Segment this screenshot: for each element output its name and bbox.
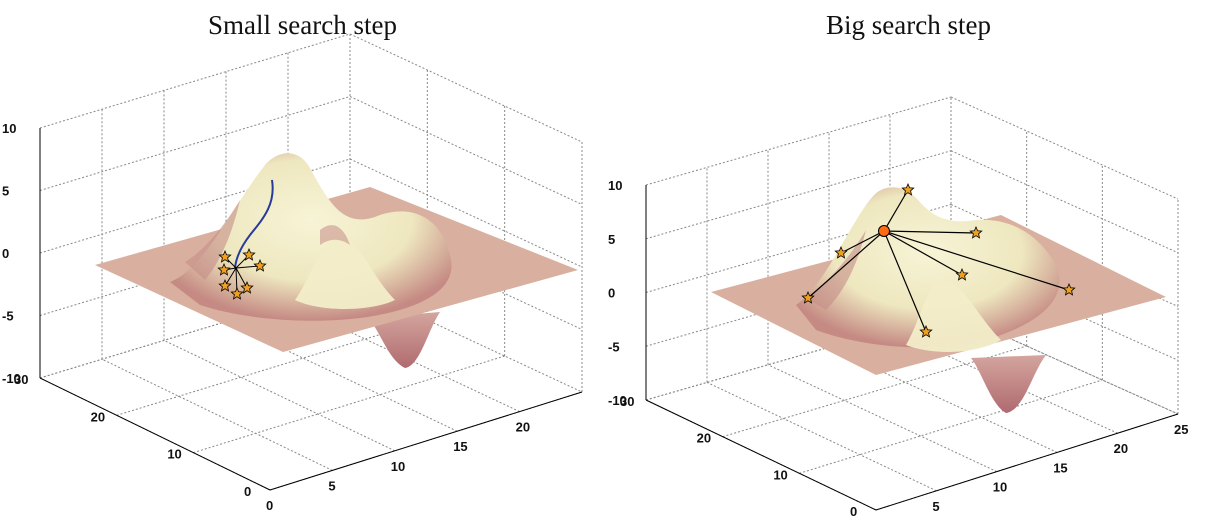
left-x-tick-label: 10: [391, 459, 405, 474]
left-x-tick-label: 20: [516, 420, 530, 435]
right-neighbor-star: [969, 225, 983, 239]
left-neighbor-star: [253, 258, 267, 272]
right-neighbor-link: [840, 230, 885, 254]
left-x-tick-label: 15: [453, 439, 467, 454]
right-x-tick-label: 25: [1174, 422, 1188, 437]
left-z-tick-label: 10: [2, 121, 16, 136]
left-surface-plot: 0 5 10 15 20 0 10 20 30 10 5 0 -5 -10: [2, 33, 583, 513]
right-neighbor-link: [883, 230, 963, 276]
right-surface-hill: [906, 279, 1001, 352]
right-x-tick-label: 20: [1114, 441, 1128, 456]
right-y-axis: [645, 399, 877, 511]
left-z-tick-label: -10: [2, 371, 21, 386]
left-chart-title: Small search step: [208, 10, 397, 40]
right-neighbor-star: [801, 290, 815, 304]
left-chart-panel: Small search step: [0, 0, 605, 518]
left-z-tick-label: 0: [2, 246, 9, 261]
left-grid-y-line: [193, 355, 505, 454]
right-neighbor-link: [883, 230, 1070, 291]
right-neighbor-link: [883, 230, 977, 234]
right-neighbor-star: [919, 324, 933, 338]
left-surface-peak: [170, 153, 452, 321]
left-neighbor-star: [218, 278, 232, 292]
left-neighbor-link: [235, 267, 248, 289]
left-y-tick-label: 10: [167, 447, 181, 462]
left-surface-shade-2: [320, 225, 350, 245]
left-grid-z-line: [349, 221, 583, 330]
left-x-axis: [269, 391, 583, 491]
right-center-point: [878, 225, 890, 237]
left-x-tick-label: 5: [328, 478, 335, 493]
right-z-tick-label: -5: [608, 339, 620, 354]
left-surface-shade: [185, 200, 240, 280]
right-z-tick-label: -10: [608, 393, 627, 408]
left-y-axis: [39, 377, 271, 491]
left-y-tick-label: 30: [14, 372, 28, 387]
left-grid-z-line: [349, 158, 583, 268]
right-neighbor-link: [883, 189, 909, 232]
left-grid-z-line: [39, 96, 351, 191]
right-surface-plot: 051015202501020301050-5-10: [608, 96, 1188, 518]
left-grid-x-line: [163, 339, 396, 452]
right-grid-y-line: [799, 379, 1103, 474]
right-grid-x-line: [706, 381, 937, 492]
right-z-tick-label: 5: [608, 232, 615, 247]
right-neighbor-star: [901, 182, 915, 196]
right-y-tick-label: 10: [773, 467, 787, 482]
left-grid-z-line: [349, 283, 583, 393]
left-neighbor-link: [224, 267, 237, 287]
right-x-axis: [875, 413, 1179, 511]
right-neighbor-star: [955, 267, 969, 281]
right-chart-title: Big search step: [826, 10, 991, 40]
left-grid-x-line: [101, 358, 333, 471]
right-grid-x-line: [767, 364, 998, 473]
left-surface: [95, 153, 578, 368]
left-z-tick-label: 5: [2, 184, 9, 199]
right-grid-z-line: [645, 96, 952, 186]
left-grid-z-line: [39, 33, 351, 129]
left-neighbor-link: [235, 265, 261, 269]
right-tick-labels: 051015202501020301050-5-10: [608, 178, 1188, 518]
right-neighbors: [801, 182, 1076, 338]
right-neighbor-star: [834, 245, 848, 259]
right-z-tick-label: 10: [608, 178, 622, 193]
left-tick-labels: 0 5 10 15 20 0 10 20 30 10 5 0 -5 -10: [2, 121, 530, 513]
right-grid-z-line: [950, 150, 1179, 254]
right-y-tick-label: 20: [697, 431, 711, 446]
left-neighbor-star: [217, 262, 231, 276]
left-neighbor-star: [240, 280, 254, 294]
left-surface-pit: [368, 312, 440, 368]
left-grid-z-line: [349, 96, 583, 205]
right-surface-shade: [806, 230, 866, 310]
right-surface: [711, 187, 1166, 413]
left-search-path-line: [234, 179, 274, 269]
right-neighbor-star: [1062, 282, 1076, 296]
left-z-tick-label: -5: [2, 309, 14, 324]
left-grid-z-line: [349, 33, 583, 143]
left-neighbor-star: [218, 249, 232, 263]
left-y-tick-label: 20: [91, 409, 105, 424]
right-y-tick-label: 30: [620, 394, 634, 409]
right-surface-pit: [971, 355, 1046, 413]
right-neighbor-link: [883, 230, 927, 333]
right-surface-peak: [796, 187, 1060, 348]
right-neighbor-link: [807, 230, 885, 299]
left-x-tick-label: 0: [266, 498, 273, 513]
left-neighbors: [217, 247, 267, 300]
left-surface-hill: [295, 238, 395, 309]
left-neighbor-star: [230, 286, 244, 300]
right-grid-z-line: [950, 96, 1179, 200]
right-z-tick-label: 0: [608, 286, 615, 301]
left-search-path: [234, 179, 274, 269]
right-y-tick-label: 0: [850, 504, 857, 518]
right-x-tick-label: 15: [1053, 460, 1067, 475]
left-neighbor-star: [242, 247, 256, 261]
right-chart-panel: Big search step 051015202501020301050-5-…: [606, 0, 1211, 518]
right-x-tick-label: 10: [993, 480, 1007, 495]
left-y-tick-label: 0: [244, 484, 251, 499]
right-grid-x-line: [950, 311, 1179, 415]
right-grid-z-line: [645, 150, 952, 240]
right-x-tick-label: 5: [932, 499, 939, 514]
